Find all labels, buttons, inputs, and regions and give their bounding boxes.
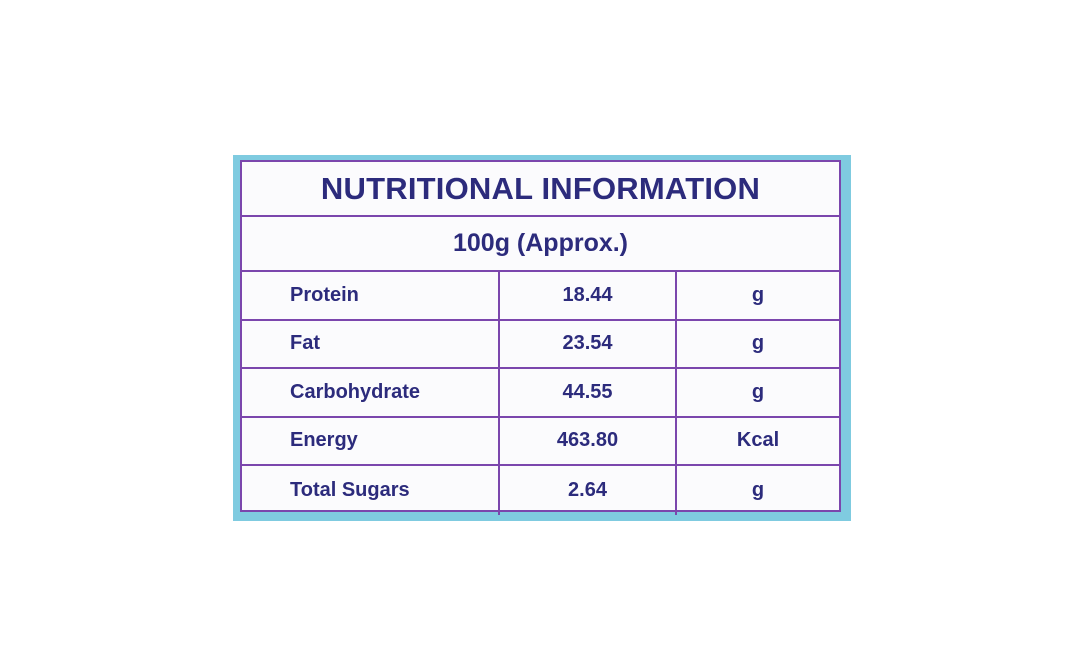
nutrient-amount: 23.54 bbox=[500, 320, 677, 367]
nutrient-amount: 2.64 bbox=[500, 466, 677, 515]
table-row: Energy 463.80 Kcal bbox=[242, 417, 839, 466]
label-background: NUTRITIONAL INFORMATION 100g (Approx.) P… bbox=[233, 155, 851, 521]
nutrient-unit: g bbox=[751, 380, 765, 403]
table-row: Protein 18.44 g bbox=[242, 272, 839, 321]
title: NUTRITIONAL INFORMATION bbox=[242, 162, 839, 217]
nutrient-name: Total Sugars bbox=[242, 466, 500, 515]
nutrient-unit: g bbox=[751, 283, 765, 306]
nutrient-amount: 44.55 bbox=[500, 369, 677, 416]
table-row: Fat 23.54 g bbox=[242, 320, 839, 369]
nutrition-label: NUTRITIONAL INFORMATION 100g (Approx.) P… bbox=[240, 160, 841, 515]
nutrient-unit: g bbox=[751, 478, 765, 501]
table-row: Total Sugars 2.64 g bbox=[242, 466, 839, 515]
nutrient-name: Protein bbox=[242, 272, 500, 319]
nutrient-name: Energy bbox=[242, 417, 500, 464]
nutrient-name: Carbohydrate bbox=[242, 369, 500, 416]
nutrient-unit: Kcal bbox=[736, 429, 780, 452]
nutrient-name: Fat bbox=[242, 320, 500, 367]
nutrient-amount: 463.80 bbox=[500, 417, 677, 464]
table-row: Carbohydrate 44.55 g bbox=[242, 369, 839, 418]
nutrient-unit: g bbox=[751, 332, 765, 355]
nutrient-amount: 18.44 bbox=[500, 272, 677, 319]
subtitle: 100g (Approx.) bbox=[242, 217, 839, 272]
